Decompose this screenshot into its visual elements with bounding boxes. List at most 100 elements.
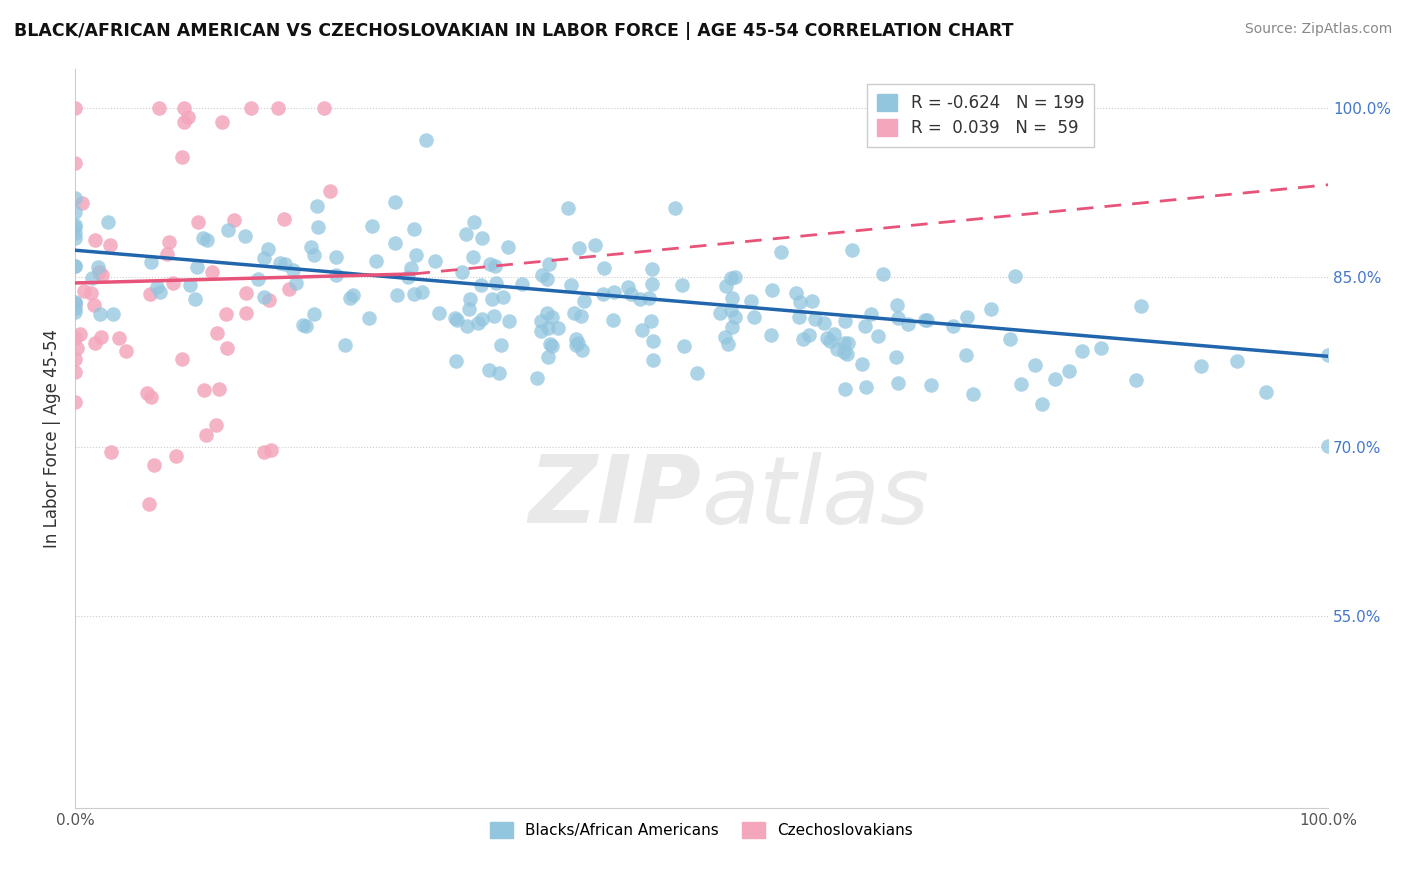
Point: [536, 306, 558, 320]
Point: [720, 319, 742, 334]
Point: [834, 382, 856, 396]
Point: [602, 285, 624, 300]
Point: [361, 219, 384, 233]
Point: [165, 449, 187, 463]
Point: [641, 353, 664, 368]
Point: [620, 287, 643, 301]
Point: [325, 268, 347, 282]
Point: [87, 260, 110, 274]
Point: [537, 321, 560, 335]
Point: [920, 378, 942, 392]
Point: [195, 428, 218, 442]
Point: [205, 326, 228, 341]
Point: [260, 443, 283, 458]
Point: [917, 312, 939, 326]
Point: [1010, 376, 1032, 391]
Point: [823, 326, 845, 341]
Point: [63, 297, 86, 311]
Point: [339, 291, 361, 305]
Point: [815, 331, 838, 345]
Point: [641, 277, 664, 291]
Point: [467, 316, 489, 330]
Point: [235, 306, 257, 320]
Point: [63, 351, 86, 366]
Point: [571, 343, 593, 358]
Point: [307, 219, 329, 234]
Point: [427, 306, 450, 320]
Point: [565, 338, 588, 352]
Text: BLACK/AFRICAN AMERICAN VS CZECHOSLOVAKIAN IN LABOR FORCE | AGE 45-54 CORRELATION: BLACK/AFRICAN AMERICAN VS CZECHOSLOVAKIA…: [14, 22, 1014, 40]
Point: [281, 263, 304, 277]
Point: [630, 323, 652, 337]
Point: [827, 342, 849, 356]
Point: [138, 497, 160, 511]
Point: [173, 101, 195, 115]
Point: [628, 292, 651, 306]
Point: [172, 351, 194, 366]
Point: [717, 337, 740, 351]
Point: [451, 264, 474, 278]
Point: [956, 310, 979, 324]
Point: [837, 335, 859, 350]
Point: [714, 278, 737, 293]
Point: [307, 199, 329, 213]
Point: [187, 215, 209, 229]
Point: [342, 287, 364, 301]
Point: [224, 213, 246, 227]
Point: [411, 285, 433, 300]
Point: [1070, 343, 1092, 358]
Point: [470, 278, 492, 293]
Point: [456, 318, 478, 333]
Point: [63, 305, 86, 319]
Point: [184, 293, 207, 307]
Point: [405, 248, 427, 262]
Point: [191, 230, 214, 244]
Point: [157, 235, 180, 249]
Point: [63, 191, 86, 205]
Point: [396, 269, 419, 284]
Point: [664, 202, 686, 216]
Point: [496, 240, 519, 254]
Point: [759, 327, 782, 342]
Point: [114, 343, 136, 358]
Point: [155, 247, 177, 261]
Point: [294, 318, 316, 333]
Point: [176, 110, 198, 124]
Point: [572, 293, 595, 308]
Point: [179, 278, 201, 293]
Point: [385, 288, 408, 302]
Point: [446, 312, 468, 326]
Point: [724, 310, 747, 324]
Point: [835, 347, 858, 361]
Point: [304, 307, 326, 321]
Point: [186, 260, 208, 275]
Point: [813, 316, 835, 330]
Point: [69, 327, 91, 342]
Point: [239, 101, 262, 115]
Point: [204, 418, 226, 433]
Point: [304, 247, 326, 261]
Point: [63, 259, 86, 273]
Point: [638, 291, 661, 305]
Point: [617, 279, 640, 293]
Point: [789, 295, 811, 310]
Point: [66, 341, 89, 355]
Point: [785, 285, 807, 300]
Point: [63, 365, 86, 379]
Point: [97, 215, 120, 229]
Point: [1317, 348, 1340, 362]
Point: [98, 237, 121, 252]
Point: [425, 253, 447, 268]
Point: [139, 255, 162, 269]
Point: [714, 330, 737, 344]
Point: [980, 301, 1002, 316]
Point: [246, 272, 269, 286]
Point: [63, 331, 86, 345]
Point: [804, 312, 827, 326]
Point: [217, 223, 239, 237]
Point: [530, 324, 553, 338]
Point: [498, 314, 520, 328]
Point: [853, 319, 876, 334]
Point: [1226, 354, 1249, 368]
Point: [724, 270, 747, 285]
